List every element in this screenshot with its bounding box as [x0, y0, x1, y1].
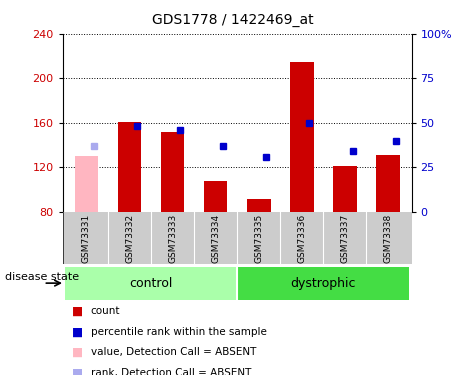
Text: GSM73337: GSM73337: [340, 213, 349, 263]
Bar: [290, 62, 313, 212]
Bar: [376, 155, 400, 212]
Text: ■: ■: [72, 367, 83, 375]
Text: ■: ■: [72, 326, 83, 338]
Bar: [333, 166, 357, 212]
Text: rank, Detection Call = ABSENT: rank, Detection Call = ABSENT: [91, 368, 251, 375]
Text: percentile rank within the sample: percentile rank within the sample: [91, 327, 266, 337]
Bar: [161, 132, 185, 212]
Text: count: count: [91, 306, 120, 316]
Text: GSM73334: GSM73334: [211, 214, 220, 262]
Text: value, Detection Call = ABSENT: value, Detection Call = ABSENT: [91, 348, 256, 357]
Text: GSM73335: GSM73335: [254, 213, 263, 263]
Bar: [74, 156, 98, 212]
Text: GSM73338: GSM73338: [383, 213, 392, 263]
Bar: [118, 122, 141, 212]
Text: control: control: [129, 277, 173, 290]
Text: GSM73336: GSM73336: [297, 213, 306, 263]
Bar: [247, 198, 271, 212]
Bar: [204, 181, 227, 212]
Text: GSM73331: GSM73331: [82, 213, 91, 263]
Text: ■: ■: [72, 346, 83, 359]
Text: ■: ■: [72, 305, 83, 318]
Text: GSM73332: GSM73332: [125, 214, 134, 262]
Text: disease state: disease state: [5, 273, 79, 282]
Bar: [65, 267, 237, 300]
Text: GSM73333: GSM73333: [168, 213, 177, 263]
Text: GDS1778 / 1422469_at: GDS1778 / 1422469_at: [152, 13, 313, 27]
Bar: [237, 267, 409, 300]
Text: dystrophic: dystrophic: [291, 277, 356, 290]
